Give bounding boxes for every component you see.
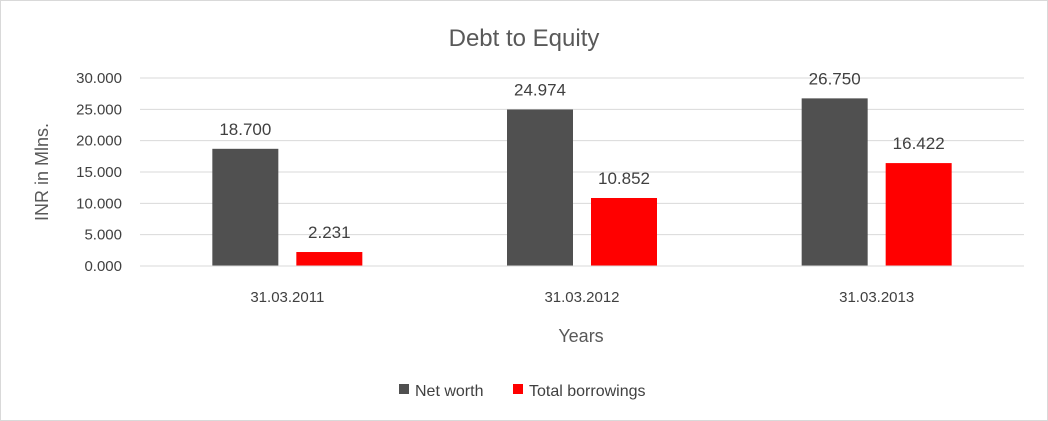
y-tick-label: 20.000 [76, 133, 122, 150]
chart-title: Debt to Equity [449, 25, 600, 52]
y-axis-title: INR in Mlns. [32, 123, 52, 221]
y-tick-label: 25.000 [76, 101, 122, 118]
x-tick-label: 31.03.2011 [250, 289, 324, 306]
bar-net-worth [801, 98, 868, 266]
y-tick-label: 30.000 [76, 70, 122, 87]
y-tick-label: 5.000 [84, 227, 122, 244]
legend-swatch [399, 384, 409, 394]
data-label: 10.852 [598, 169, 650, 188]
x-axis-ticks: 31.03.2011 31.03.2012 31.03.2013 [250, 289, 914, 306]
legend: Net worth Total borrowings [399, 383, 646, 400]
bar-net-worth [507, 109, 573, 266]
y-tick-label: 0.000 [84, 258, 122, 275]
data-label: 2.231 [308, 223, 351, 242]
bars [212, 98, 952, 266]
data-label: 18.700 [219, 120, 271, 139]
data-label: 24.974 [514, 80, 566, 99]
bar-total-borrowings [296, 252, 363, 266]
legend-label: Total borrowings [529, 383, 646, 400]
x-tick-label: 31.03.2012 [544, 289, 619, 306]
data-label: 16.422 [893, 134, 945, 153]
y-axis-ticks: 0.000 5.000 10.000 15.000 20.000 25.000 30.000 [76, 70, 122, 275]
data-labels: 18.700 2.231 24.974 10.852 26.750 16.422 [219, 69, 944, 242]
bar-total-borrowings [591, 197, 657, 266]
x-axis-title: Years [558, 326, 603, 346]
x-tick-label: 31.03.2013 [839, 289, 914, 306]
y-tick-label: 15.000 [76, 164, 122, 181]
gridlines [140, 77, 1024, 236]
legend-label: Net worth [415, 383, 483, 400]
legend-swatch [513, 384, 523, 394]
bar-net-worth [212, 148, 279, 266]
data-label: 26.750 [809, 69, 861, 88]
bar-total-borrowings [885, 163, 952, 266]
y-tick-label: 10.000 [76, 195, 122, 212]
